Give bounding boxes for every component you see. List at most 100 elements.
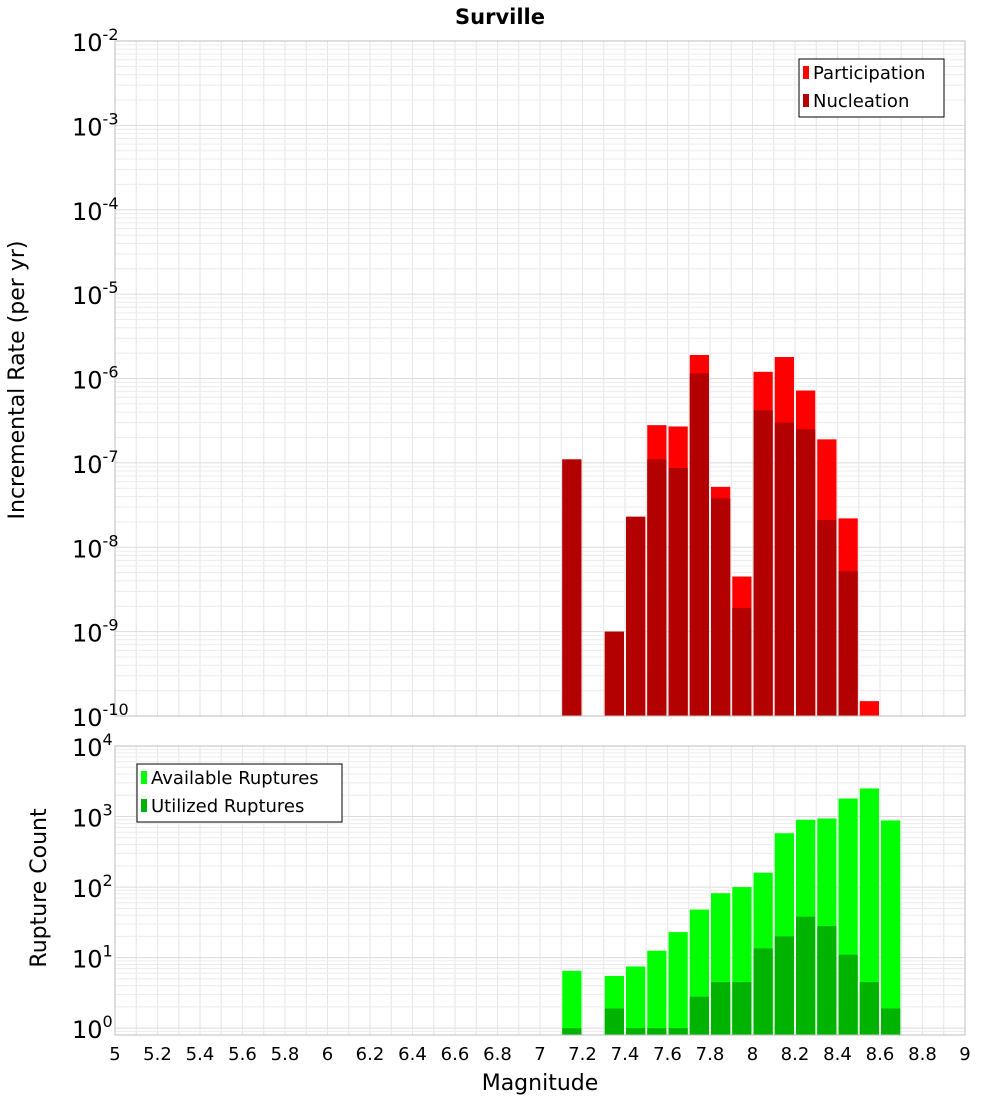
top-bar-nucleation [668, 467, 688, 716]
top-bar-nucleation [626, 516, 646, 716]
top-y-tick-label: 10-5 [72, 278, 119, 310]
bottom-bar-utilized-ruptures [647, 1028, 667, 1035]
bottom-y-tick-exponent: 3 [103, 801, 113, 820]
top-y-tick-label: 10-3 [72, 109, 119, 141]
top-y-tick-base: 10 [72, 620, 103, 648]
bottom-bar-utilized-ruptures [626, 1028, 646, 1035]
bottom-bar-available-ruptures [859, 788, 879, 1035]
top-y-tick-base: 10 [72, 198, 103, 226]
top-legend-label: Participation [813, 63, 925, 84]
bottom-x-tick-label: 5.4 [186, 1044, 215, 1065]
top-legend-label: Nucleation [813, 91, 909, 112]
bottom-bars [562, 788, 901, 1035]
bottom-bar-utilized-ruptures [668, 1028, 688, 1035]
top-y-tick-exponent: -8 [103, 531, 119, 550]
bottom-x-tick-label: 5.2 [143, 1044, 172, 1065]
bottom-x-tick-label: 8.8 [908, 1044, 937, 1065]
top-y-tick-label: 10-8 [72, 531, 119, 563]
bottom-x-tick-label: 7.6 [653, 1044, 682, 1065]
top-bar-nucleation [562, 459, 582, 716]
top-y-tick-exponent: -2 [103, 25, 119, 44]
bottom-legend: Available Ruptures Utilized Ruptures [136, 763, 343, 823]
top-y-tick-base: 10 [72, 29, 103, 57]
bottom-bar-utilized-ruptures [689, 996, 709, 1035]
bottom-x-tick-label: 5.8 [271, 1044, 300, 1065]
top-plot-frame [114, 40, 966, 717]
top-bar-nucleation [647, 459, 667, 716]
bottom-y-tick-exponent: 4 [103, 730, 113, 749]
top-legend-box [798, 58, 945, 118]
bottom-bar-utilized-ruptures [562, 1028, 582, 1035]
bottom-legend-swatch [141, 799, 147, 812]
bottom-bar-utilized-ruptures [604, 1008, 624, 1035]
bottom-bar-available-ruptures [647, 950, 667, 1035]
bottom-x-ticks: 5 5.2 5.4 5.6 5.8 6 6.2 6.4 6.6 6.8 7 7.2 7.4 7.6 7.8 8… [109, 1044, 970, 1065]
bottom-x-tick-label: 6 [322, 1044, 333, 1065]
bottom-x-tick-label: 7.4 [611, 1044, 640, 1065]
top-bar-nucleation [604, 631, 624, 716]
top-y-tick-label: 10-9 [72, 616, 119, 648]
bottom-bar-available-ruptures [668, 932, 688, 1035]
bottom-y-tick-label: 104 [72, 730, 113, 762]
top-y-tick-exponent: -7 [103, 447, 119, 466]
bottom-y-tick-base: 10 [72, 734, 103, 762]
top-legend: Participation Nucleation [798, 58, 945, 118]
top-y-tick-exponent: -10 [103, 700, 129, 719]
chart-title: Surville [455, 5, 545, 29]
bottom-legend-label: Available Ruptures [151, 768, 319, 789]
bottom-bar-utilized-ruptures [796, 916, 816, 1035]
top-y-tick-base: 10 [72, 451, 103, 479]
bottom-y-axis-label: Rupture Count [27, 808, 52, 968]
top-y-tick-label: 10-7 [72, 447, 119, 479]
top-y-tick-label: 10-4 [72, 194, 119, 226]
bottom-x-tick-label: 7 [534, 1044, 545, 1065]
bottom-x-tick-label: 8 [747, 1044, 758, 1065]
bottom-x-tick-label: 7.2 [568, 1044, 597, 1065]
top-bar-nucleation [711, 498, 731, 716]
bottom-x-tick-label: 8.4 [823, 1044, 852, 1065]
top-legend-swatch [803, 66, 809, 79]
top-grid [114, 40, 966, 717]
top-y-tick-base: 10 [72, 282, 103, 310]
bottom-x-tick-label: 8.2 [781, 1044, 810, 1065]
top-bar-nucleation [838, 571, 858, 716]
bottom-bar-utilized-ruptures [859, 982, 879, 1035]
bottom-legend-swatch [141, 771, 147, 784]
bottom-bar-utilized-ruptures [753, 948, 773, 1035]
bottom-x-tick-label: 6.8 [483, 1044, 512, 1065]
bottom-y-tick-exponent: 0 [103, 1012, 113, 1031]
top-bar-nucleation [817, 520, 837, 716]
top-panel: 10-1010-910-810-710-610-510-410-310-2Par… [72, 25, 966, 732]
top-y-tick-label: 10-6 [72, 363, 119, 395]
bottom-x-tick-label: 5 [109, 1044, 120, 1065]
top-y-tick-exponent: -9 [103, 616, 119, 635]
bottom-y-tick-label: 102 [72, 871, 113, 903]
top-bar-nucleation [796, 429, 816, 716]
bottom-bar-utilized-ruptures [838, 954, 858, 1035]
bottom-bar-utilized-ruptures [732, 982, 752, 1035]
top-bar-nucleation [689, 373, 709, 716]
top-y-tick-exponent: -5 [103, 278, 119, 297]
bottom-y-tick-exponent: 1 [103, 942, 113, 961]
bottom-plot-frame [114, 745, 966, 1036]
top-y-tick-exponent: -6 [103, 363, 119, 382]
bottom-legend-box [136, 763, 343, 823]
bottom-y-tick-base: 10 [72, 805, 103, 833]
bottom-x-tick-label: 8.6 [866, 1044, 895, 1065]
bottom-y-tick-label: 100 [72, 1012, 113, 1044]
bottom-y-tick-base: 10 [72, 1016, 103, 1044]
bottom-bar-utilized-ruptures [711, 982, 731, 1035]
bottom-x-tick-label: 9 [959, 1044, 970, 1065]
bottom-y-tick-base: 10 [72, 875, 103, 903]
bottom-x-tick-label: 7.8 [696, 1044, 725, 1065]
top-bar-nucleation [753, 410, 773, 716]
top-bars [562, 354, 879, 716]
bottom-bar-available-ruptures [881, 820, 901, 1035]
top-y-tick-label: 10-10 [72, 700, 129, 732]
top-y-tick-base: 10 [72, 535, 103, 563]
bottom-y-tick-label: 101 [72, 942, 113, 974]
